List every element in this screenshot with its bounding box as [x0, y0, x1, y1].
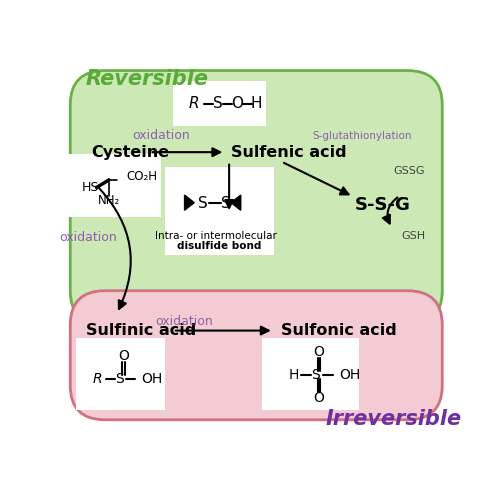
Polygon shape: [184, 195, 194, 210]
Text: Reversible: Reversible: [86, 69, 209, 89]
FancyBboxPatch shape: [262, 338, 359, 410]
FancyBboxPatch shape: [70, 291, 442, 420]
FancyBboxPatch shape: [70, 70, 442, 325]
FancyBboxPatch shape: [165, 167, 274, 255]
Text: S: S: [212, 96, 222, 111]
Text: oxidation: oxidation: [59, 231, 116, 244]
Text: Sulfonic acid: Sulfonic acid: [282, 323, 397, 338]
Text: HS: HS: [82, 181, 99, 194]
FancyBboxPatch shape: [76, 338, 165, 410]
Text: S: S: [198, 196, 207, 211]
Polygon shape: [231, 195, 241, 210]
Text: oxidation: oxidation: [132, 129, 190, 141]
Text: oxidation: oxidation: [156, 316, 214, 328]
Text: Sulfenic acid: Sulfenic acid: [231, 144, 346, 160]
Text: S: S: [115, 372, 124, 386]
Text: R: R: [189, 96, 200, 111]
Text: O: O: [231, 96, 243, 111]
Text: O: O: [118, 349, 129, 363]
Text: Sulfinic acid: Sulfinic acid: [86, 323, 196, 338]
Text: O: O: [314, 391, 324, 405]
Text: NH₂: NH₂: [98, 194, 120, 207]
Text: disulfide bond: disulfide bond: [177, 241, 262, 251]
Text: H: H: [250, 96, 262, 111]
Text: GSH: GSH: [402, 231, 425, 241]
Text: S: S: [311, 368, 320, 382]
Text: Intra- or intermolecular: Intra- or intermolecular: [154, 231, 276, 241]
Text: O: O: [314, 345, 324, 359]
Text: Cysteine: Cysteine: [92, 144, 170, 160]
Text: S-glutathionylation: S-glutathionylation: [312, 131, 412, 141]
Text: OH: OH: [142, 372, 163, 386]
FancyBboxPatch shape: [173, 81, 266, 126]
Text: GSSG: GSSG: [394, 166, 426, 176]
Text: H: H: [289, 368, 300, 382]
Text: OH: OH: [339, 368, 360, 382]
Text: CO₂H: CO₂H: [126, 171, 158, 183]
Text: Irreversible: Irreversible: [326, 409, 462, 429]
Text: R: R: [92, 372, 102, 386]
Text: S: S: [221, 196, 231, 211]
Text: S-S-G: S-S-G: [355, 196, 411, 214]
FancyBboxPatch shape: [64, 154, 162, 217]
